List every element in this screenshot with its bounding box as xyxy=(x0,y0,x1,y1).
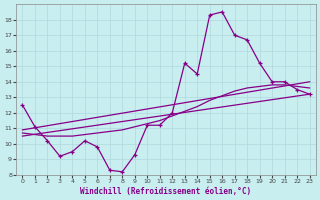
X-axis label: Windchill (Refroidissement éolien,°C): Windchill (Refroidissement éolien,°C) xyxy=(80,187,252,196)
